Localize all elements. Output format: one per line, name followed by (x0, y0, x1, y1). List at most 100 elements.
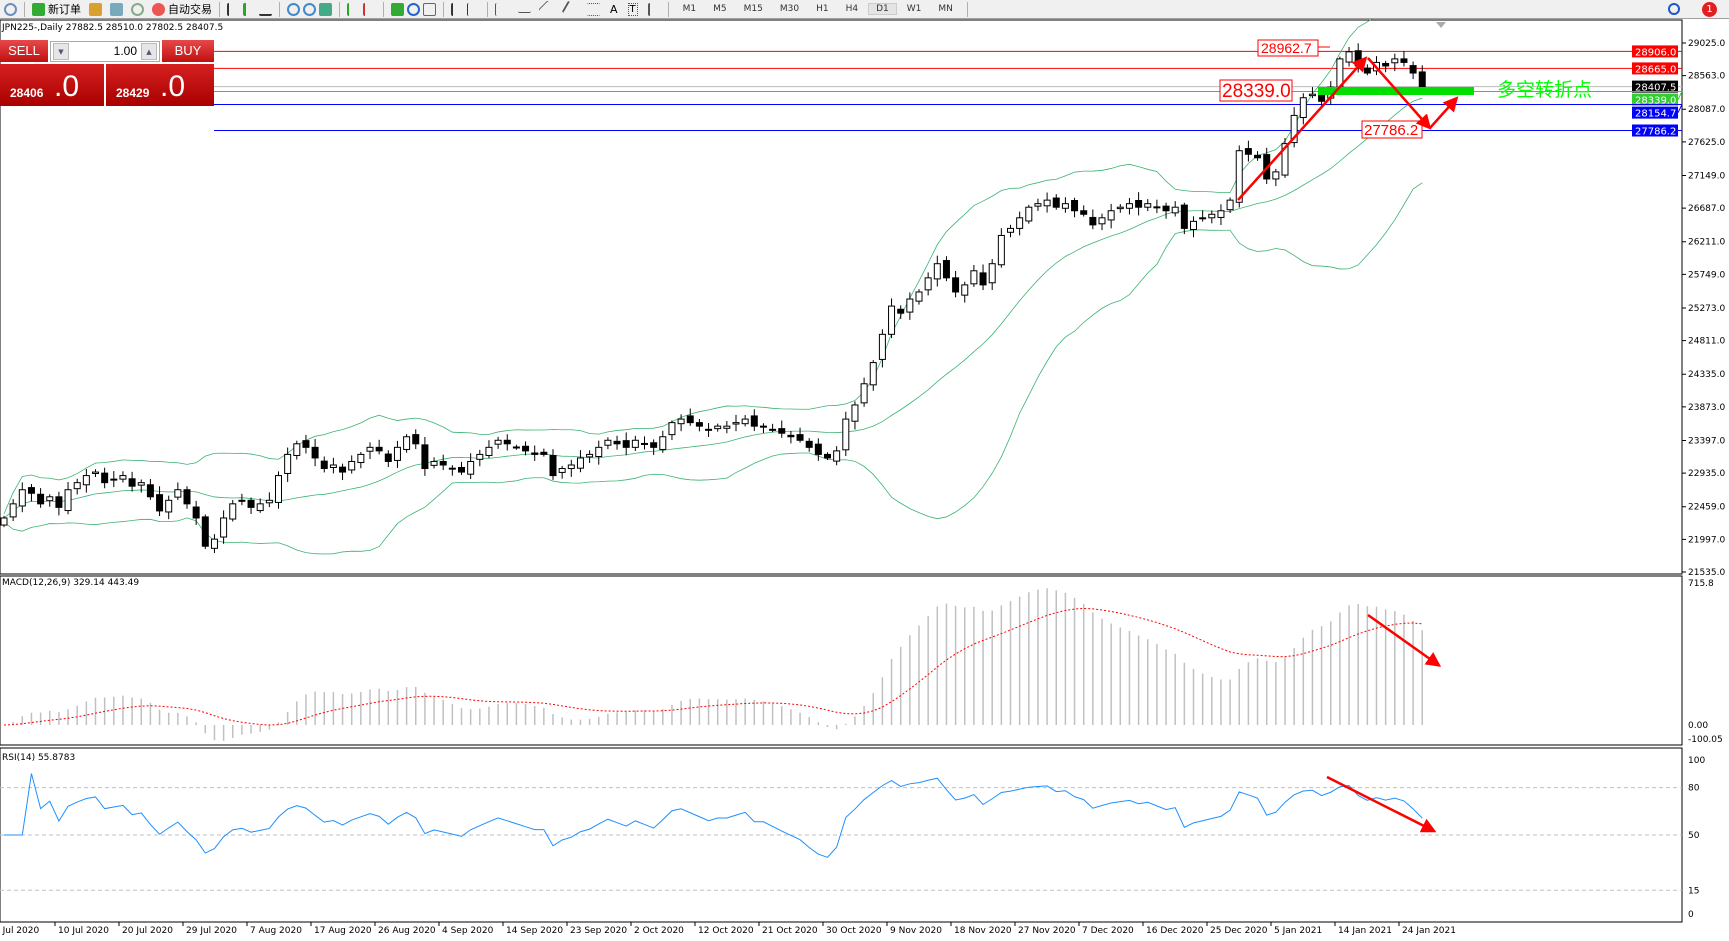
date-axis-label: 27 Nov 2020 (1018, 926, 1076, 936)
candle-body (284, 453, 292, 474)
candle (723, 420, 731, 434)
timeframe-h4[interactable]: H4 (845, 4, 859, 14)
date-axis-label: 18 Nov 2020 (954, 926, 1012, 936)
candle (1025, 204, 1033, 224)
timeframe-m30[interactable]: M30 (779, 4, 800, 14)
text-label-icon[interactable]: T (627, 2, 638, 16)
high-label: 28962.7 (1261, 40, 1312, 56)
vertical-line-icon[interactable] (495, 2, 508, 16)
market-watch-icon[interactable] (89, 2, 102, 16)
candle (714, 423, 722, 432)
search-icon[interactable] (4, 2, 17, 16)
timeframe-d1[interactable]: D1 (868, 3, 897, 15)
buy-price-button[interactable]: 28429.0 (106, 64, 214, 106)
timeframe-w1[interactable]: W1 (906, 4, 922, 14)
auto-scroll-icon[interactable] (347, 2, 360, 16)
pivot-label: 28339.0 (1222, 81, 1291, 102)
candle-body (952, 277, 960, 293)
candle-body (942, 260, 950, 279)
bollinger-lower-band (3, 182, 1423, 555)
auto-trading-button[interactable]: 自动交易 (148, 1, 216, 18)
candlestick-icon[interactable] (243, 2, 256, 16)
candle-body (805, 440, 813, 448)
candle-body (1171, 206, 1179, 214)
periods-icon[interactable] (407, 2, 420, 16)
candle (1254, 151, 1262, 161)
tile-windows-icon[interactable] (319, 2, 332, 16)
candle-body (1244, 148, 1252, 155)
candle-body (119, 475, 127, 480)
candle-body (1089, 216, 1097, 226)
candle-body (92, 471, 99, 474)
lot-size-value[interactable]: 1.00 (113, 44, 137, 58)
arrows-icon[interactable] (647, 2, 661, 16)
candle-body (421, 444, 429, 470)
candle-body (220, 517, 228, 538)
timeframe-m1[interactable]: M1 (682, 4, 697, 14)
candle-body (247, 499, 255, 508)
macd-axis-label: 715.8 (1688, 579, 1714, 589)
candle-body (18, 489, 26, 507)
candle-body (55, 496, 63, 508)
navigator-icon[interactable] (110, 2, 123, 16)
buy-button[interactable]: BUY (162, 40, 214, 62)
chart-shift-icon[interactable] (363, 2, 376, 16)
candle-body (924, 277, 932, 291)
candle-body (9, 503, 17, 518)
candle (165, 495, 173, 520)
bar-chart-icon[interactable] (227, 2, 240, 16)
text-tool-icon[interactable]: A (610, 2, 618, 16)
candle-body (695, 422, 703, 427)
notification-badge[interactable]: 1 (1702, 1, 1717, 17)
decrease-lot-button[interactable]: ▼ (53, 43, 69, 60)
new-order-icon (32, 2, 45, 16)
crosshair-icon[interactable] (467, 2, 480, 16)
candle (979, 264, 987, 291)
timeframe-mn[interactable]: MN (938, 4, 953, 14)
sell-button[interactable]: SELL (0, 40, 48, 62)
candle-body (201, 516, 209, 547)
candle-body (970, 270, 978, 285)
fibonacci-icon[interactable] (587, 2, 600, 16)
templates-icon[interactable] (423, 2, 436, 16)
signal-icon[interactable] (131, 2, 144, 16)
new-order-button[interactable]: 新订单 (28, 1, 85, 18)
cursor-icon[interactable] (451, 2, 464, 16)
trendline-icon[interactable] (538, 0, 557, 19)
rsi-down-arrow-icon (1326, 775, 1437, 833)
candle (805, 438, 813, 452)
date-axis-label: 12 Oct 2020 (698, 926, 754, 936)
timeframe-m15[interactable]: M15 (743, 4, 763, 14)
candle-body (576, 457, 584, 469)
candle (348, 455, 356, 474)
channel-icon[interactable] (561, 0, 580, 18)
increase-lot-button[interactable]: ▲ (141, 43, 157, 60)
candle-body (46, 496, 54, 502)
line-chart-icon[interactable] (259, 3, 272, 16)
search-icon[interactable] (1668, 3, 1680, 15)
candle-body (302, 440, 310, 448)
price-axis-label: 28563.0 (1688, 72, 1725, 82)
date-axis-label: 1 Jul 2020 (0, 926, 39, 936)
candle-body (1162, 205, 1170, 212)
lot-size-stepper[interactable]: ▼ 1.00 ▲ (50, 41, 160, 62)
candle (201, 514, 209, 549)
rsi-axis-label: 100 (1688, 756, 1705, 766)
timeframe-h1[interactable]: H1 (816, 4, 829, 14)
candle-body (110, 478, 118, 481)
price-label-box (1632, 80, 1678, 93)
candle (1409, 61, 1417, 80)
candle-body (329, 464, 337, 468)
indicators-icon[interactable] (391, 2, 404, 16)
timeframe-m5[interactable]: M5 (713, 4, 727, 14)
candle (421, 436, 429, 476)
date-axis-label: 29 Jul 2020 (186, 926, 237, 936)
candle-body (1052, 197, 1060, 208)
horizontal-line-icon[interactable] (518, 6, 531, 13)
zoom-in-icon[interactable] (287, 2, 300, 16)
price-chart[interactable]: 29025.0 28563.0 28087.0 27625.0 27149.0 26687… (0, 19, 1729, 941)
zoom-out-icon[interactable] (303, 2, 316, 16)
high-label-box (1257, 39, 1319, 57)
candle-body (293, 443, 301, 456)
sell-price-button[interactable]: 28406.0 (0, 64, 104, 106)
